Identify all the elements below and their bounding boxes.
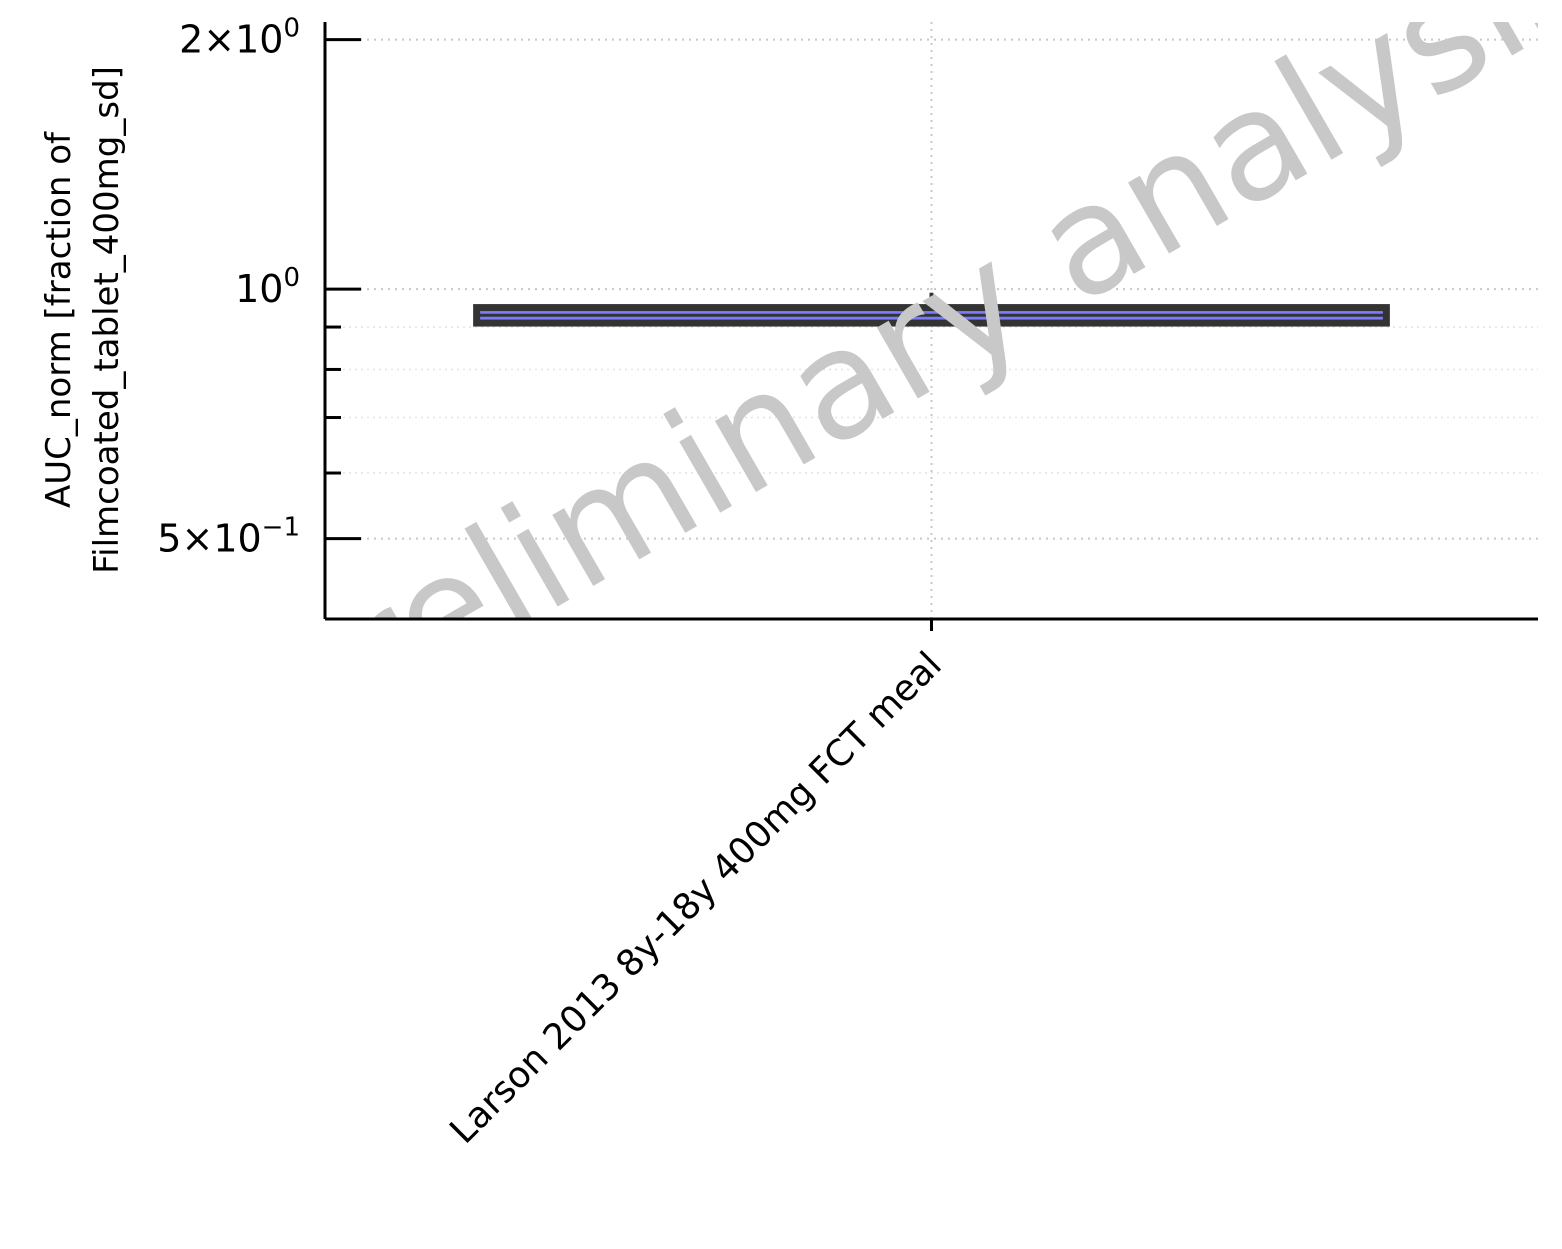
y-tick-label-0: 5×10−1 — [157, 513, 300, 561]
y-axis-label: AUC_norm [fraction of Filmcoated_tablet_… — [39, 66, 127, 574]
x-tick-label-0: Larson 2013 8y-18y 400mg FCT meal — [442, 644, 950, 1152]
y-axis-label-line-2: Filmcoated_tablet_400mg_sd] — [87, 66, 127, 574]
y-tick-label-2: 2×100 — [179, 14, 300, 62]
box-series — [473, 292, 1390, 327]
y-axis-ticks: 5×10−1 100 2×100 — [157, 14, 361, 621]
x-axis-ticks: Larson 2013 8y-18y 400mg FCT meal — [442, 619, 950, 1152]
y-axis-label-line-1: AUC_norm [fraction of — [39, 131, 79, 508]
y-tick-label-1: 100 — [235, 263, 300, 311]
